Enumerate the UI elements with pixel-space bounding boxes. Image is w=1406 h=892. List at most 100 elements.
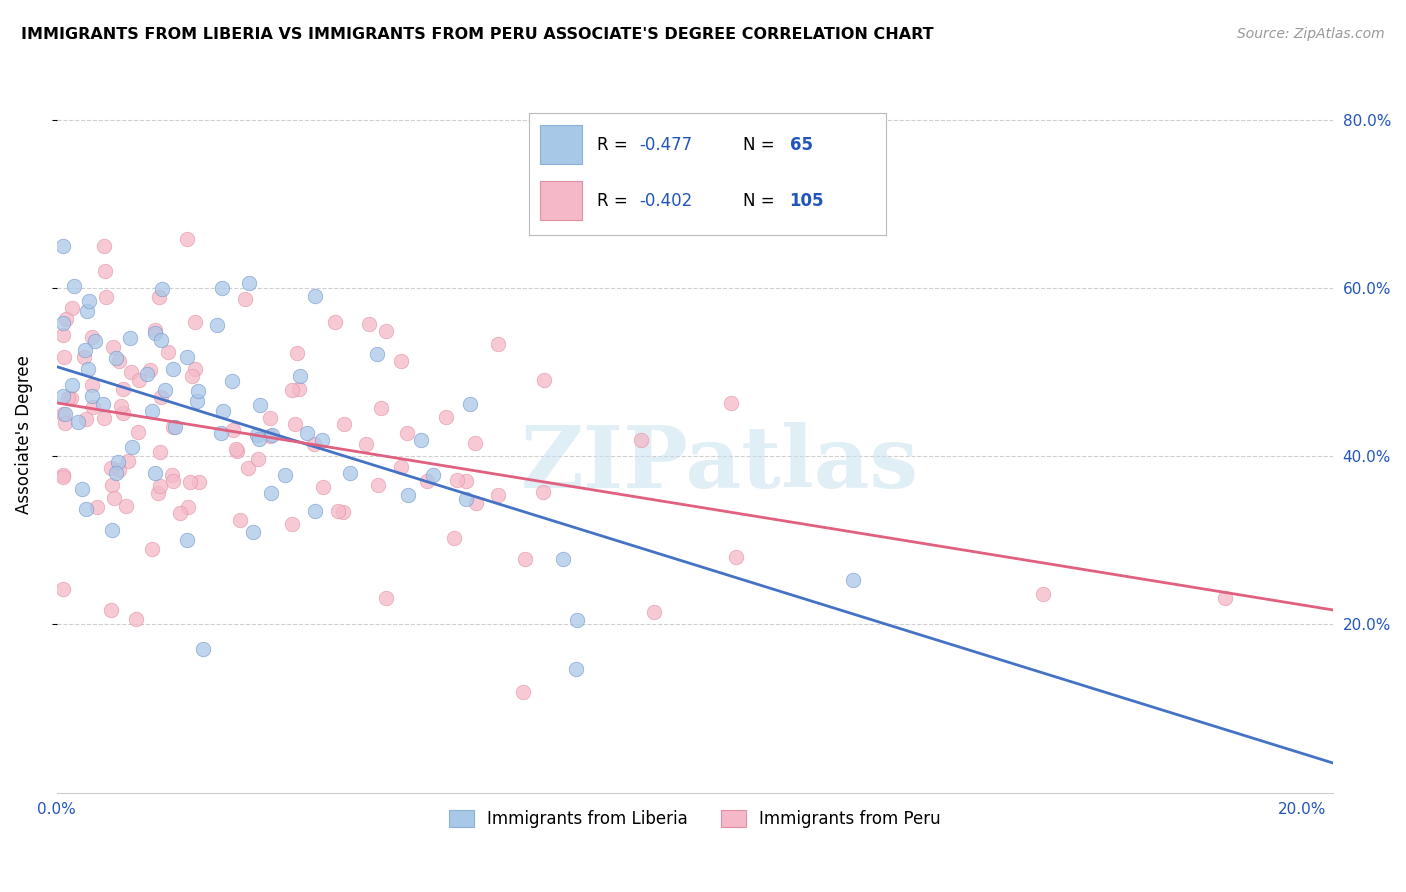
Point [456,491,478,506]
Point [111,406,134,420]
Point [75,502,97,516]
Point [110,399,132,413]
Point [157,345,180,359]
Point [143,466,166,480]
Point [100,478,122,492]
Point [333,417,356,431]
Point [464,435,486,450]
Point [91,397,114,411]
Point [370,401,392,415]
Point [52,407,75,421]
Point [643,605,665,619]
Point [630,433,652,447]
Point [52,468,75,483]
Point [285,346,308,360]
Point [311,433,333,447]
Point [66,416,89,430]
Point [323,315,346,329]
Point [205,318,228,333]
Point [416,475,439,489]
Point [221,374,243,388]
Point [101,340,124,354]
Point [162,420,184,434]
Point [565,613,588,627]
Point [53,408,76,422]
Point [312,480,335,494]
Point [52,470,75,484]
Point [108,463,131,477]
Point [120,331,142,345]
Point [531,485,554,500]
Point [228,513,250,527]
Point [153,383,176,397]
Point [77,294,100,309]
Point [82,389,104,403]
Point [212,404,235,418]
Point [150,390,173,404]
Point [149,479,172,493]
Point [247,432,270,446]
Text: IMMIGRANTS FROM LIBERIA VS IMMIGRANTS FROM PERU ASSOCIATE'S DEGREE CORRELATION C: IMMIGRANTS FROM LIBERIA VS IMMIGRANTS FR… [21,27,934,42]
Point [246,428,269,442]
Point [235,292,257,306]
Point [259,411,281,425]
Point [84,334,107,348]
Point [280,517,302,532]
Point [486,488,509,502]
Point [326,503,349,517]
Point [565,662,588,676]
Point [191,642,214,657]
Point [183,362,205,376]
Point [247,451,270,466]
Point [225,442,247,457]
Point [93,239,115,253]
Point [281,383,304,397]
Point [128,373,150,387]
Point [513,551,536,566]
Point [332,505,354,519]
Point [186,393,208,408]
Point [284,417,307,432]
Point [375,324,398,338]
Point [60,378,83,392]
Text: Source: ZipAtlas.com: Source: ZipAtlas.com [1237,27,1385,41]
Point [366,347,388,361]
Y-axis label: Associate's Degree: Associate's Degree [15,356,32,515]
Point [724,549,747,564]
Point [77,361,100,376]
Point [389,354,412,368]
Point [187,384,209,398]
Point [422,468,444,483]
Point [141,541,163,556]
Point [86,500,108,514]
Point [238,276,260,290]
Point [94,264,117,278]
Point [127,425,149,439]
Point [720,396,742,410]
Point [297,426,319,441]
Point [52,389,75,403]
Point [434,409,457,424]
Point [143,323,166,337]
Point [117,454,139,468]
Point [183,315,205,329]
Point [63,278,86,293]
Point [179,475,201,490]
Point [150,282,173,296]
Point [100,603,122,617]
Point [551,551,574,566]
Point [139,362,162,376]
Point [302,437,325,451]
Point [396,487,419,501]
Point [80,330,103,344]
Point [53,350,76,364]
Point [288,383,311,397]
Point [125,612,148,626]
Text: ZIPatlas: ZIPatlas [522,422,920,506]
Point [143,326,166,340]
Point [354,436,377,450]
Point [169,506,191,520]
Point [209,425,232,440]
Point [176,350,198,364]
Point [304,288,326,302]
